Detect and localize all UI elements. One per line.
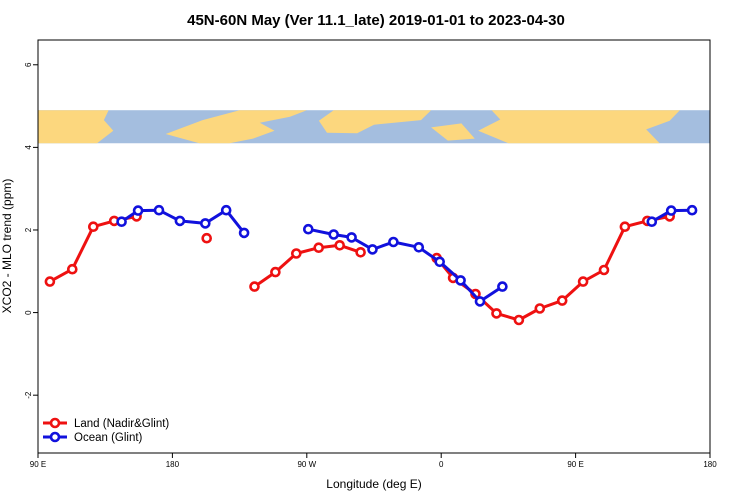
x-axis: 90 E 180 90 W 0 90 E 180	[30, 453, 717, 469]
legend-ocean-marker	[49, 431, 61, 443]
map-land-2	[318, 110, 432, 134]
data-point	[238, 227, 250, 239]
data-point	[413, 242, 425, 253]
data-point	[455, 275, 466, 286]
map-land-4	[478, 110, 680, 144]
data-point	[434, 256, 446, 268]
x-tick-label: 90 E	[567, 460, 583, 469]
y-axis: -2 0 2 4 6	[24, 62, 38, 399]
data-point	[534, 303, 546, 314]
data-point	[200, 218, 211, 229]
legend: Land (Nadir&Glint) Ocean (Glint)	[43, 417, 169, 444]
data-point	[334, 240, 346, 251]
data-point	[474, 296, 486, 307]
map-land-0	[38, 110, 114, 144]
y-tick-label: -2	[24, 391, 33, 399]
data-point	[174, 215, 186, 227]
data-point	[598, 264, 610, 276]
data-point	[619, 221, 631, 232]
data-point	[355, 247, 366, 258]
data-point	[88, 221, 99, 232]
y-tick-label: 6	[24, 62, 33, 67]
series-layer	[44, 204, 698, 326]
data-point	[270, 266, 281, 278]
data-point	[220, 204, 232, 216]
y-tick-label: 0	[24, 310, 33, 315]
series-line	[253, 243, 362, 288]
y-tick-label: 4	[24, 145, 33, 150]
data-point	[513, 314, 525, 326]
series-0	[44, 211, 676, 326]
legend-ocean-label: Ocean (Glint)	[74, 432, 143, 444]
data-point	[67, 263, 78, 275]
data-point	[346, 232, 357, 243]
data-point	[686, 204, 698, 216]
x-tick-label: 0	[439, 460, 444, 469]
x-tick-label: 90 E	[30, 460, 46, 469]
data-point	[646, 216, 658, 227]
data-point	[388, 236, 399, 248]
map-land-1	[165, 110, 307, 144]
data-point	[290, 248, 302, 259]
chart-title: 45N-60N May (Ver 11.1_late) 2019-01-01 t…	[187, 12, 565, 29]
legend-land-marker	[49, 417, 61, 429]
data-point	[556, 295, 568, 306]
map-land-3	[431, 123, 475, 141]
data-point	[665, 205, 677, 216]
data-point	[153, 204, 165, 216]
data-point	[249, 281, 260, 292]
data-point	[116, 216, 127, 227]
series-1	[116, 204, 698, 307]
x-axis-label: Longitude (deg E)	[326, 477, 421, 491]
data-point	[328, 229, 340, 240]
data-point	[491, 308, 502, 319]
data-point	[367, 244, 378, 255]
legend-land-label: Land (Nadir&Glint)	[74, 418, 169, 430]
data-point	[44, 276, 56, 287]
data-point	[577, 276, 589, 287]
data-point	[302, 223, 314, 235]
series-line	[435, 214, 670, 322]
world-map-band	[38, 110, 710, 144]
x-tick-label: 90 W	[297, 460, 316, 469]
data-point	[201, 232, 212, 244]
y-axis-label: XCO2 - MLO trend (ppm)	[0, 179, 14, 314]
x-tick-label: 180	[703, 460, 717, 469]
data-point	[132, 205, 144, 216]
series-line	[307, 227, 504, 303]
x-tick-label: 180	[166, 460, 180, 469]
y-tick-label: 2	[24, 227, 33, 232]
data-point	[497, 281, 508, 292]
data-point	[313, 242, 325, 253]
plot-frame	[37, 39, 711, 454]
